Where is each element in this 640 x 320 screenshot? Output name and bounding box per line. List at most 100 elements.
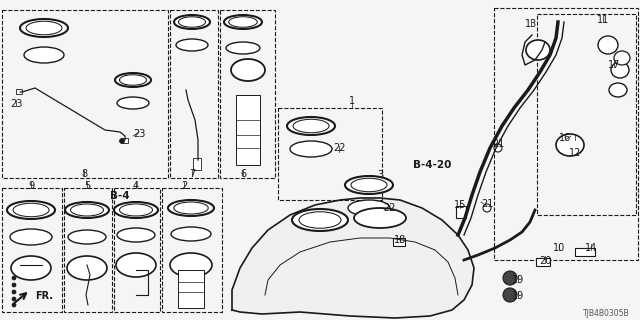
Ellipse shape <box>609 83 627 97</box>
Ellipse shape <box>226 42 260 54</box>
Text: 7: 7 <box>189 169 195 179</box>
Text: 19: 19 <box>512 275 524 285</box>
Text: FR.: FR. <box>35 291 53 301</box>
Ellipse shape <box>287 117 335 135</box>
Bar <box>16 89 22 94</box>
Circle shape <box>12 290 16 294</box>
Text: 23: 23 <box>133 129 145 139</box>
Text: B-4-20: B-4-20 <box>413 160 451 170</box>
Text: 14: 14 <box>585 243 597 253</box>
Ellipse shape <box>65 202 109 218</box>
Text: 19: 19 <box>512 291 524 301</box>
Bar <box>114 188 160 312</box>
Text: 23: 23 <box>10 99 22 109</box>
Circle shape <box>503 288 517 302</box>
Ellipse shape <box>116 253 156 277</box>
Text: 17: 17 <box>608 60 620 70</box>
Circle shape <box>483 204 491 212</box>
Ellipse shape <box>351 178 387 192</box>
Ellipse shape <box>13 203 49 217</box>
Text: 9: 9 <box>28 181 34 191</box>
Circle shape <box>503 271 517 285</box>
Bar <box>575 248 595 256</box>
Bar <box>456 206 466 218</box>
Ellipse shape <box>117 228 155 242</box>
Text: 16: 16 <box>559 133 571 143</box>
Ellipse shape <box>120 204 152 216</box>
Ellipse shape <box>348 200 390 216</box>
Ellipse shape <box>354 208 406 228</box>
Ellipse shape <box>526 40 550 60</box>
Text: 1: 1 <box>349 96 355 106</box>
Ellipse shape <box>176 39 208 51</box>
Ellipse shape <box>170 253 212 277</box>
Text: 5: 5 <box>84 181 90 191</box>
Ellipse shape <box>117 97 149 109</box>
Bar <box>2 10 168 178</box>
Bar <box>537 14 636 215</box>
Ellipse shape <box>168 200 214 216</box>
Ellipse shape <box>70 204 104 216</box>
Text: 4: 4 <box>133 181 139 191</box>
Circle shape <box>494 144 502 152</box>
Bar <box>536 258 550 266</box>
Ellipse shape <box>293 119 329 133</box>
Bar <box>2 188 62 312</box>
Text: 15: 15 <box>454 200 466 210</box>
Text: 18: 18 <box>394 235 406 245</box>
Text: 11: 11 <box>597 15 609 25</box>
Bar <box>193 158 201 170</box>
Bar <box>122 138 128 143</box>
Bar <box>220 10 275 178</box>
Ellipse shape <box>20 19 68 37</box>
Ellipse shape <box>299 212 341 228</box>
Text: 21: 21 <box>492 139 504 149</box>
Ellipse shape <box>345 176 393 194</box>
Ellipse shape <box>68 230 106 244</box>
Circle shape <box>120 139 125 143</box>
Ellipse shape <box>173 202 208 214</box>
Ellipse shape <box>292 209 348 231</box>
Bar <box>393 238 405 246</box>
Text: 10: 10 <box>553 243 565 253</box>
Bar <box>494 8 638 260</box>
Ellipse shape <box>228 17 257 27</box>
Bar <box>170 10 218 178</box>
Ellipse shape <box>115 73 151 87</box>
Ellipse shape <box>67 256 107 280</box>
Text: 12: 12 <box>569 148 581 158</box>
Text: 6: 6 <box>240 169 246 179</box>
Text: TJB4B0305B: TJB4B0305B <box>584 309 630 318</box>
Text: 2: 2 <box>181 181 187 191</box>
Ellipse shape <box>611 62 629 78</box>
Ellipse shape <box>598 36 618 54</box>
Ellipse shape <box>179 17 205 27</box>
Circle shape <box>12 303 16 307</box>
Text: 3: 3 <box>377 170 383 180</box>
Bar <box>162 188 222 312</box>
Ellipse shape <box>26 21 62 35</box>
Ellipse shape <box>290 141 332 157</box>
Bar <box>178 270 204 308</box>
Text: 13: 13 <box>525 19 537 29</box>
Ellipse shape <box>10 229 52 245</box>
Circle shape <box>12 276 16 280</box>
Ellipse shape <box>120 75 147 85</box>
Bar <box>236 95 260 165</box>
Ellipse shape <box>7 201 55 219</box>
Ellipse shape <box>614 51 630 65</box>
Ellipse shape <box>224 15 262 29</box>
Bar <box>64 188 112 312</box>
Ellipse shape <box>174 15 210 29</box>
Polygon shape <box>232 198 474 318</box>
Text: 21: 21 <box>481 199 493 209</box>
Bar <box>278 108 382 200</box>
Ellipse shape <box>556 134 584 156</box>
Circle shape <box>12 283 16 287</box>
Text: B-4: B-4 <box>110 191 130 201</box>
Ellipse shape <box>171 227 211 241</box>
Text: 20: 20 <box>539 256 551 266</box>
Text: 8: 8 <box>81 169 87 179</box>
Ellipse shape <box>231 59 265 81</box>
Ellipse shape <box>24 47 64 63</box>
